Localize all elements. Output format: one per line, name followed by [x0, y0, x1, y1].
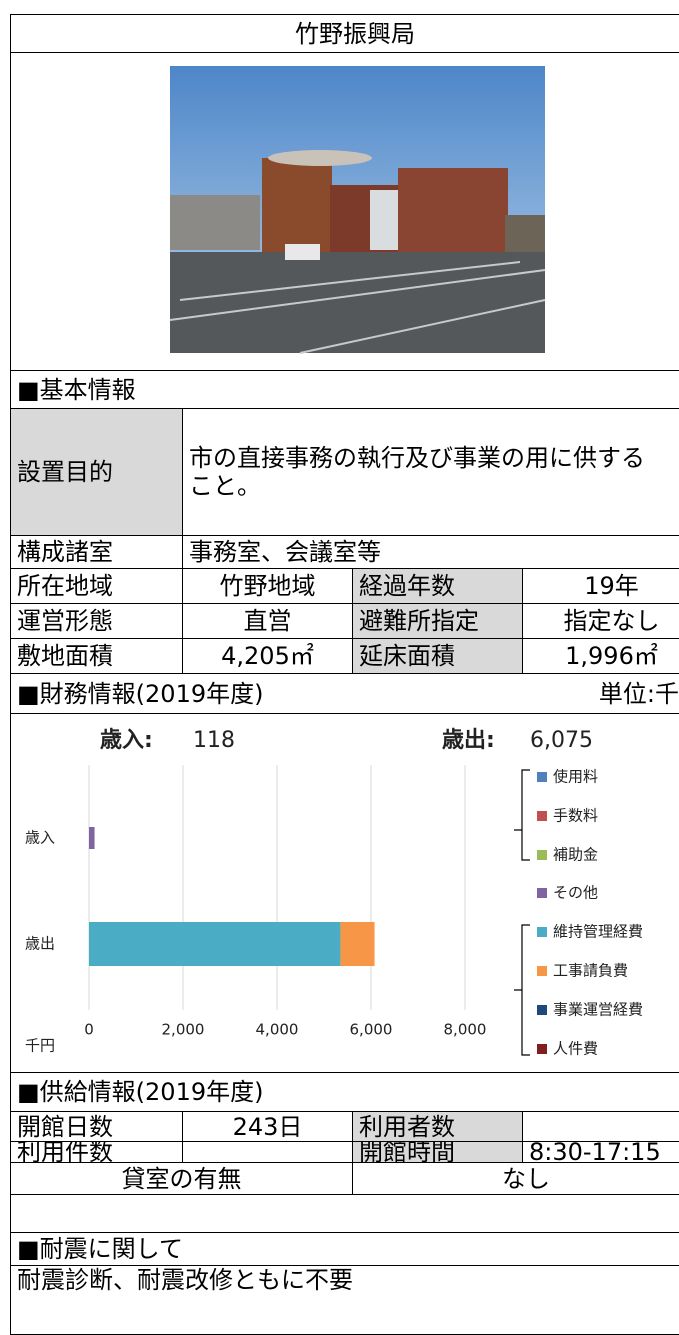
- value: [182, 1141, 353, 1163]
- value: 市の直接事務の執行及び事業の用に供すること。: [182, 408, 679, 536]
- page: 竹野振興局 ■基本情報設置目的市の直接事務の執行及び事業の用に供すること。構成諸室…: [0, 0, 679, 1328]
- value: 243日: [182, 1111, 353, 1142]
- value: 事務室、会議室等: [182, 535, 679, 569]
- label: 設置目的: [10, 408, 183, 536]
- value: なし: [352, 1162, 679, 1195]
- label: 開館日数: [10, 1111, 183, 1142]
- section-heading: ■供給情報(2019年度): [10, 1072, 679, 1112]
- value: 19年: [522, 568, 679, 604]
- label: 利用者数: [352, 1111, 523, 1142]
- label: 所在地域: [10, 568, 183, 604]
- label: 敷地面積: [10, 638, 183, 674]
- value: 竹野地域: [182, 568, 353, 604]
- label: 経過年数: [352, 568, 523, 604]
- label: 延床面積: [352, 638, 523, 674]
- heading-text: ■財務情報(2019年度): [17, 680, 263, 708]
- photo-cell: [10, 52, 679, 371]
- value: 指定なし: [522, 603, 679, 639]
- value: 直営: [182, 603, 353, 639]
- label: 開館時間: [352, 1141, 523, 1163]
- blank-row: [10, 1194, 679, 1233]
- value: [522, 1111, 679, 1142]
- chart-cell: [10, 713, 679, 1073]
- label: 貸室の有無: [10, 1162, 353, 1195]
- label: 利用件数: [10, 1141, 183, 1163]
- title: 竹野振興局: [10, 14, 679, 53]
- label: 構成諸室: [10, 535, 183, 569]
- section-heading: ■財務情報(2019年度) 単位:千円: [10, 673, 679, 714]
- section-heading: ■耐震に関して: [10, 1232, 679, 1266]
- label: 運営形態: [10, 603, 183, 639]
- value: 1,996㎡: [522, 638, 679, 674]
- section-heading: ■基本情報: [10, 370, 679, 409]
- value: 4,205㎡: [182, 638, 353, 674]
- text: 耐震診断、耐震改修ともに不要: [10, 1265, 679, 1335]
- value: 8:30-17:15: [522, 1141, 679, 1163]
- heading-text: 単位:千円: [599, 680, 679, 708]
- label: 避難所指定: [352, 603, 523, 639]
